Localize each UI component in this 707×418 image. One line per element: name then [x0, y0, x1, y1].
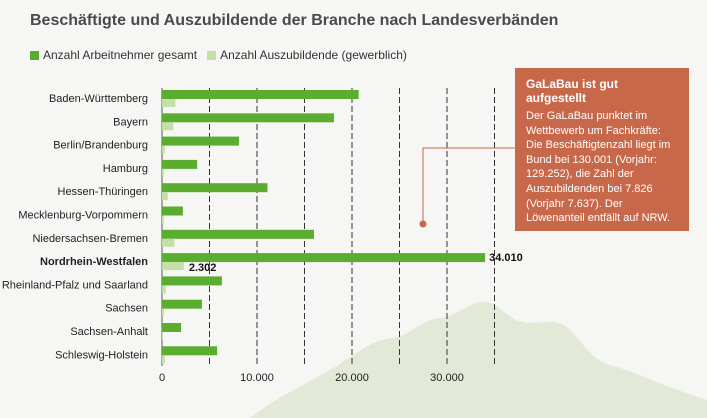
legend-swatch-employees: [30, 50, 39, 60]
bar-employees: [162, 136, 239, 146]
category-label: Sachsen-Anhalt: [70, 326, 148, 338]
chart-title: Beschäftigte und Auszubildende der Branc…: [30, 12, 559, 29]
map-outline-shape: [250, 301, 707, 418]
bar-trainees: [162, 99, 176, 107]
category-label: Nordrhein-Westfalen: [40, 256, 148, 268]
callout-body: Der GaLaBau punktet im Wettbewerb um Fac…: [526, 110, 671, 225]
bar-employees: [162, 159, 198, 169]
legend-item-trainees: Anzahl Auszubildende (gewerblich): [207, 48, 407, 62]
category-label: Hamburg: [103, 163, 148, 175]
bar-employees: [162, 253, 486, 263]
legend-item-employees: Anzahl Arbeitnehmer gesamt: [30, 48, 197, 62]
bar-trainees: [162, 192, 168, 201]
bar-trainees: [162, 285, 166, 294]
category-label: Rheinland-Pfalz und Saarland: [2, 279, 148, 291]
x-tick-label: 20.000: [335, 372, 369, 384]
bar-trainees: [162, 262, 184, 271]
x-tick-label: 30.000: [430, 372, 464, 384]
callout-connector: [422, 147, 515, 224]
bar-trainees: [162, 332, 163, 340]
bar-employees: [162, 183, 268, 193]
bar-trainees: [162, 145, 165, 154]
callout-pointer-dot: [419, 220, 427, 228]
category-label: Berlin/Brandenburg: [53, 140, 148, 152]
legend-label-employees: Anzahl Arbeitnehmer gesamt: [43, 48, 198, 62]
bar-trainees: [162, 215, 164, 224]
bar-trainees: [162, 238, 175, 247]
bar-trainees: [162, 168, 164, 177]
category-label: Sachsen: [105, 303, 148, 315]
category-label: Hessen-Thüringen: [58, 186, 149, 198]
category-label: Mecklenburg-Vorpommern: [18, 210, 148, 222]
bar-trainees: [162, 308, 164, 317]
chart-legend: Anzahl Arbeitnehmer gesamt Anzahl Auszub…: [30, 48, 407, 62]
info-callout: GaLaBau ist gut aufgestellt Der GaLaBau …: [515, 68, 689, 231]
x-tick-label: 10.000: [240, 372, 274, 384]
data-label: 2.302: [189, 262, 217, 274]
bar-employees: [162, 276, 222, 286]
x-tick-label: 0: [159, 372, 165, 384]
category-label: Schleswig-Holstein: [55, 349, 148, 361]
bar-employees: [162, 90, 359, 99]
bar-trainees: [162, 122, 174, 131]
bar-employees: [162, 299, 202, 309]
category-label: Niedersachsen-Bremen: [32, 233, 148, 245]
category-label: Baden-Württemberg: [49, 93, 148, 105]
bar-employees: [162, 346, 218, 356]
bar-employees: [162, 113, 334, 123]
data-label: 34.010: [489, 252, 523, 264]
bar-trainees: [162, 355, 165, 364]
bar-employees: [162, 206, 183, 216]
legend-label-trainees: Anzahl Auszubildende (gewerblich): [220, 48, 407, 62]
bar-employees: [162, 229, 314, 239]
bar-employees: [162, 323, 181, 332]
callout-title: GaLaBau ist gut aufgestellt: [526, 77, 619, 105]
category-label: Bayern: [113, 116, 148, 128]
legend-swatch-trainees: [207, 50, 217, 60]
